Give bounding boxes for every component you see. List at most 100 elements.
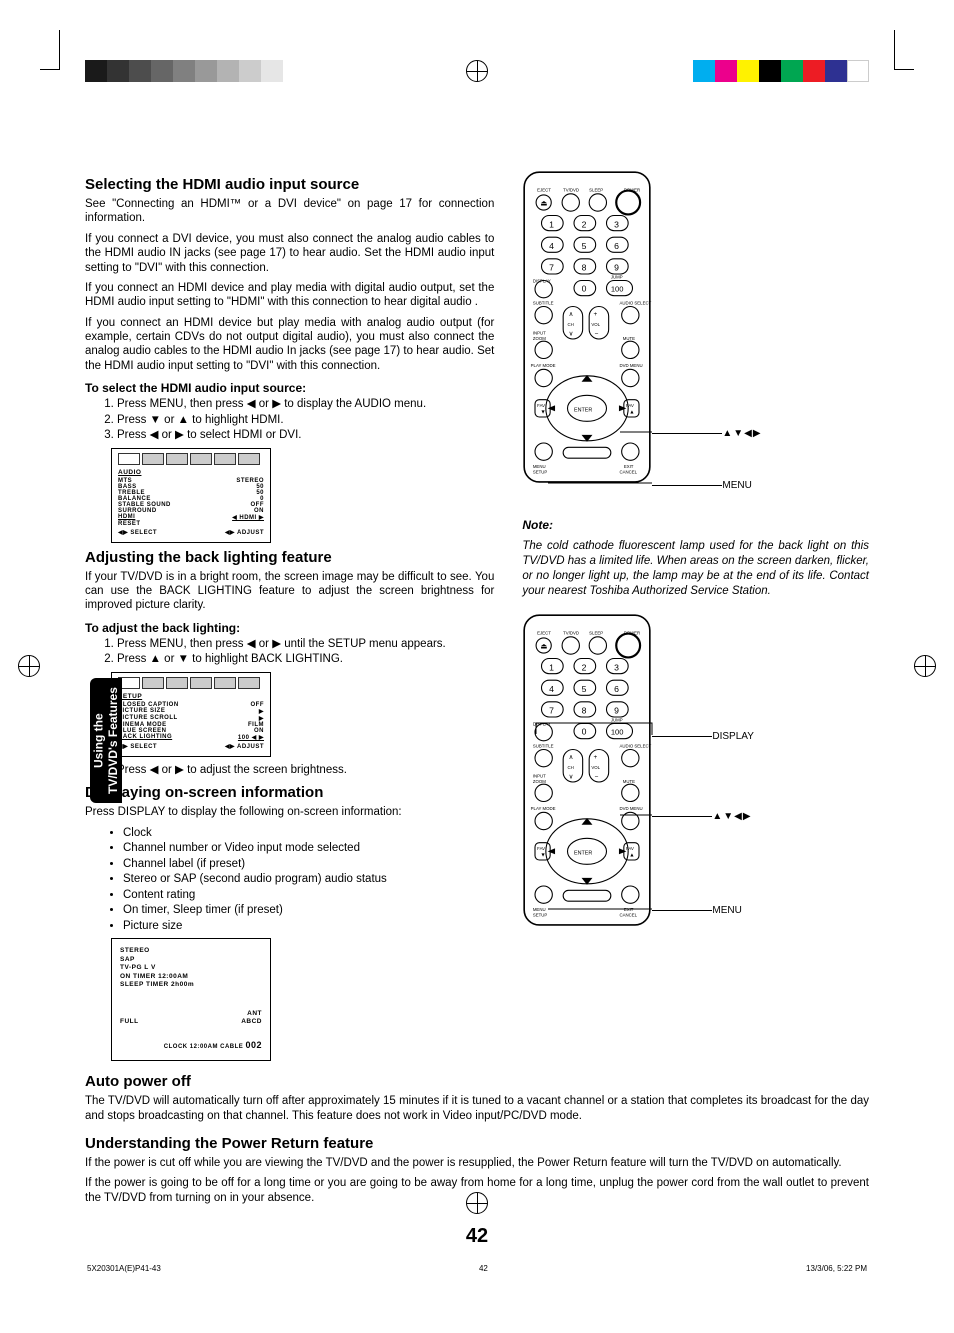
bullet-list: ClockChannel number or Video input mode … bbox=[105, 826, 494, 935]
bullet-item: Channel label (if preset) bbox=[123, 857, 494, 873]
svg-text:1: 1 bbox=[549, 662, 554, 672]
svg-text:ZOOM: ZOOM bbox=[533, 336, 546, 341]
svg-text:2: 2 bbox=[582, 662, 587, 672]
svg-text:ENTER: ENTER bbox=[574, 850, 592, 856]
svg-text:SETUP: SETUP bbox=[533, 469, 548, 474]
svg-text:PLAY MODE: PLAY MODE bbox=[531, 363, 556, 368]
step-item: Press ◀ or ▶ to adjust the screen bright… bbox=[117, 763, 494, 779]
svg-text:INPUT: INPUT bbox=[533, 773, 546, 778]
svg-text:5: 5 bbox=[582, 241, 587, 251]
svg-text:MUTE: MUTE bbox=[623, 779, 635, 784]
callout-arrows: ▲▼◀▶ bbox=[652, 428, 761, 439]
section-title-display: Displaying on-screen information bbox=[85, 784, 494, 801]
svg-text:9: 9 bbox=[614, 263, 619, 273]
svg-text:EXIT: EXIT bbox=[624, 464, 634, 469]
step-item: Press ◀ or ▶ to select HDMI or DVI. bbox=[117, 428, 494, 444]
svg-text:SUBTITLE: SUBTITLE bbox=[533, 300, 554, 305]
section-title-auto: Auto power off bbox=[85, 1073, 869, 1090]
svg-text:AUDIO SELECT: AUDIO SELECT bbox=[620, 300, 652, 305]
svg-text:JUMP: JUMP bbox=[611, 274, 623, 279]
svg-text:▼: ▼ bbox=[541, 852, 546, 858]
svg-text:MENU: MENU bbox=[533, 907, 546, 912]
section-title-power-return: Understanding the Power Return feature bbox=[85, 1135, 869, 1152]
svg-text:DVD MENU: DVD MENU bbox=[620, 806, 643, 811]
steps-title: To adjust the back lighting: bbox=[85, 621, 494, 635]
bullet-item: Clock bbox=[123, 826, 494, 842]
body-text: If the power is cut off while you are vi… bbox=[85, 1156, 869, 1170]
svg-text:100: 100 bbox=[611, 284, 624, 293]
svg-text:1: 1 bbox=[549, 219, 554, 229]
svg-text:−: − bbox=[595, 773, 599, 780]
remote-icon: EJECTTV/DVDSLEEPPOWER ⏏ 123456789DISPLAY… bbox=[522, 613, 652, 927]
svg-text:0: 0 bbox=[582, 726, 587, 736]
svg-text:VOL: VOL bbox=[592, 765, 601, 770]
bullet-item: Content rating bbox=[123, 888, 494, 904]
svg-text:FAV: FAV bbox=[626, 403, 634, 408]
svg-text:EXIT: EXIT bbox=[624, 907, 634, 912]
svg-text:∨: ∨ bbox=[569, 331, 574, 338]
body-text: If you connect an HDMI device and play m… bbox=[85, 281, 494, 310]
footer-file: 5X20301A(E)P41-43 bbox=[87, 1264, 161, 1273]
svg-text:7: 7 bbox=[549, 705, 554, 715]
steps-list: Press MENU, then press ◀ or ▶ until the … bbox=[85, 637, 494, 668]
svg-text:TV/DVD: TV/DVD bbox=[564, 188, 580, 193]
bullet-item: On timer, Sleep timer (if preset) bbox=[123, 903, 494, 919]
footer-page: 42 bbox=[479, 1264, 488, 1273]
svg-text:▼: ▼ bbox=[541, 410, 546, 416]
step-item: Press ▲ or ▼ to highlight BACK LIGHTING. bbox=[117, 652, 494, 668]
svg-text:FAV: FAV bbox=[538, 846, 546, 851]
svg-text:FAV: FAV bbox=[626, 846, 634, 851]
section-title-backlight: Adjusting the back lighting feature bbox=[85, 549, 494, 566]
svg-text:4: 4 bbox=[549, 684, 554, 694]
svg-text:8: 8 bbox=[582, 705, 587, 715]
callout-menu: MENU bbox=[652, 480, 751, 491]
svg-text:VOL: VOL bbox=[592, 322, 601, 327]
steps-list: Press ◀ or ▶ to adjust the screen bright… bbox=[85, 763, 494, 779]
svg-text:∧: ∧ bbox=[569, 311, 574, 318]
svg-text:⏏: ⏏ bbox=[541, 641, 548, 650]
body-text: Press DISPLAY to display the following o… bbox=[85, 805, 494, 819]
footer-info: 5X20301A(E)P41-43 42 13/3/06, 5:22 PM bbox=[85, 1264, 869, 1273]
section-title-hdmi: Selecting the HDMI audio input source bbox=[85, 176, 494, 193]
callout-display: DISPLAY bbox=[652, 731, 754, 742]
svg-text:CANCEL: CANCEL bbox=[620, 469, 638, 474]
svg-text:PLAY MODE: PLAY MODE bbox=[531, 806, 556, 811]
step-item: Press ▼ or ▲ to highlight HDMI. bbox=[117, 413, 494, 429]
svg-text:DVD MENU: DVD MENU bbox=[620, 363, 643, 368]
svg-text:JUMP: JUMP bbox=[611, 717, 623, 722]
svg-text:9: 9 bbox=[614, 705, 619, 715]
body-text: If your TV/DVD is in a bright room, the … bbox=[85, 570, 494, 613]
svg-text:EJECT: EJECT bbox=[538, 630, 552, 635]
svg-text:5: 5 bbox=[582, 684, 587, 694]
svg-text:CH: CH bbox=[568, 765, 574, 770]
svg-text:SUBTITLE: SUBTITLE bbox=[533, 743, 554, 748]
osd-audio-menu: AUDIOMTSSTEREOBASS50TREBLE50BALANCE0STAB… bbox=[111, 448, 271, 543]
svg-text:EJECT: EJECT bbox=[538, 188, 552, 193]
remote-figure-2: EJECTTV/DVDSLEEPPOWER ⏏ 123456789DISPLAY… bbox=[522, 613, 869, 943]
bullet-item: Stereo or SAP (second audio program) aud… bbox=[123, 872, 494, 888]
svg-text:SLEEP: SLEEP bbox=[590, 630, 604, 635]
body-text: See "Connecting an HDMI™ or a DVI device… bbox=[85, 197, 494, 226]
osd-info-display: STEREOSAPTV-PG L VON TIMER 12:00AMSLEEP … bbox=[111, 938, 271, 1061]
left-column: Selecting the HDMI audio input source Se… bbox=[85, 170, 494, 1067]
note-heading: Note: bbox=[522, 518, 869, 533]
body-text: If you connect a DVI device, you must al… bbox=[85, 232, 494, 275]
steps-title: To select the HDMI audio input source: bbox=[85, 381, 494, 395]
svg-text:−: − bbox=[595, 331, 599, 338]
svg-text:CH: CH bbox=[568, 322, 574, 327]
svg-text:INPUT: INPUT bbox=[533, 331, 546, 336]
svg-text:+: + bbox=[594, 754, 598, 761]
remote-icon: EJECTTV/DVDSLEEPPOWER ⏏ 123456789DISPLAY… bbox=[522, 170, 652, 484]
page-number: 42 bbox=[85, 1225, 869, 1248]
svg-text:6: 6 bbox=[614, 684, 619, 694]
svg-text:6: 6 bbox=[614, 241, 619, 251]
body-text: If you connect an HDMI device but play m… bbox=[85, 316, 494, 374]
svg-text:SETUP: SETUP bbox=[533, 912, 548, 917]
osd-setup-menu: SETUPCLOSED CAPTIONOFFPICTURE SIZE▶PICTU… bbox=[111, 672, 271, 757]
svg-text:+: + bbox=[594, 311, 598, 318]
svg-text:FAV: FAV bbox=[538, 403, 546, 408]
svg-text:AUDIO SELECT: AUDIO SELECT bbox=[620, 743, 652, 748]
steps-list: Press MENU, then press ◀ or ▶ to display… bbox=[85, 397, 494, 444]
step-item: Press MENU, then press ◀ or ▶ to display… bbox=[117, 397, 494, 413]
bullet-item: Picture size bbox=[123, 919, 494, 935]
